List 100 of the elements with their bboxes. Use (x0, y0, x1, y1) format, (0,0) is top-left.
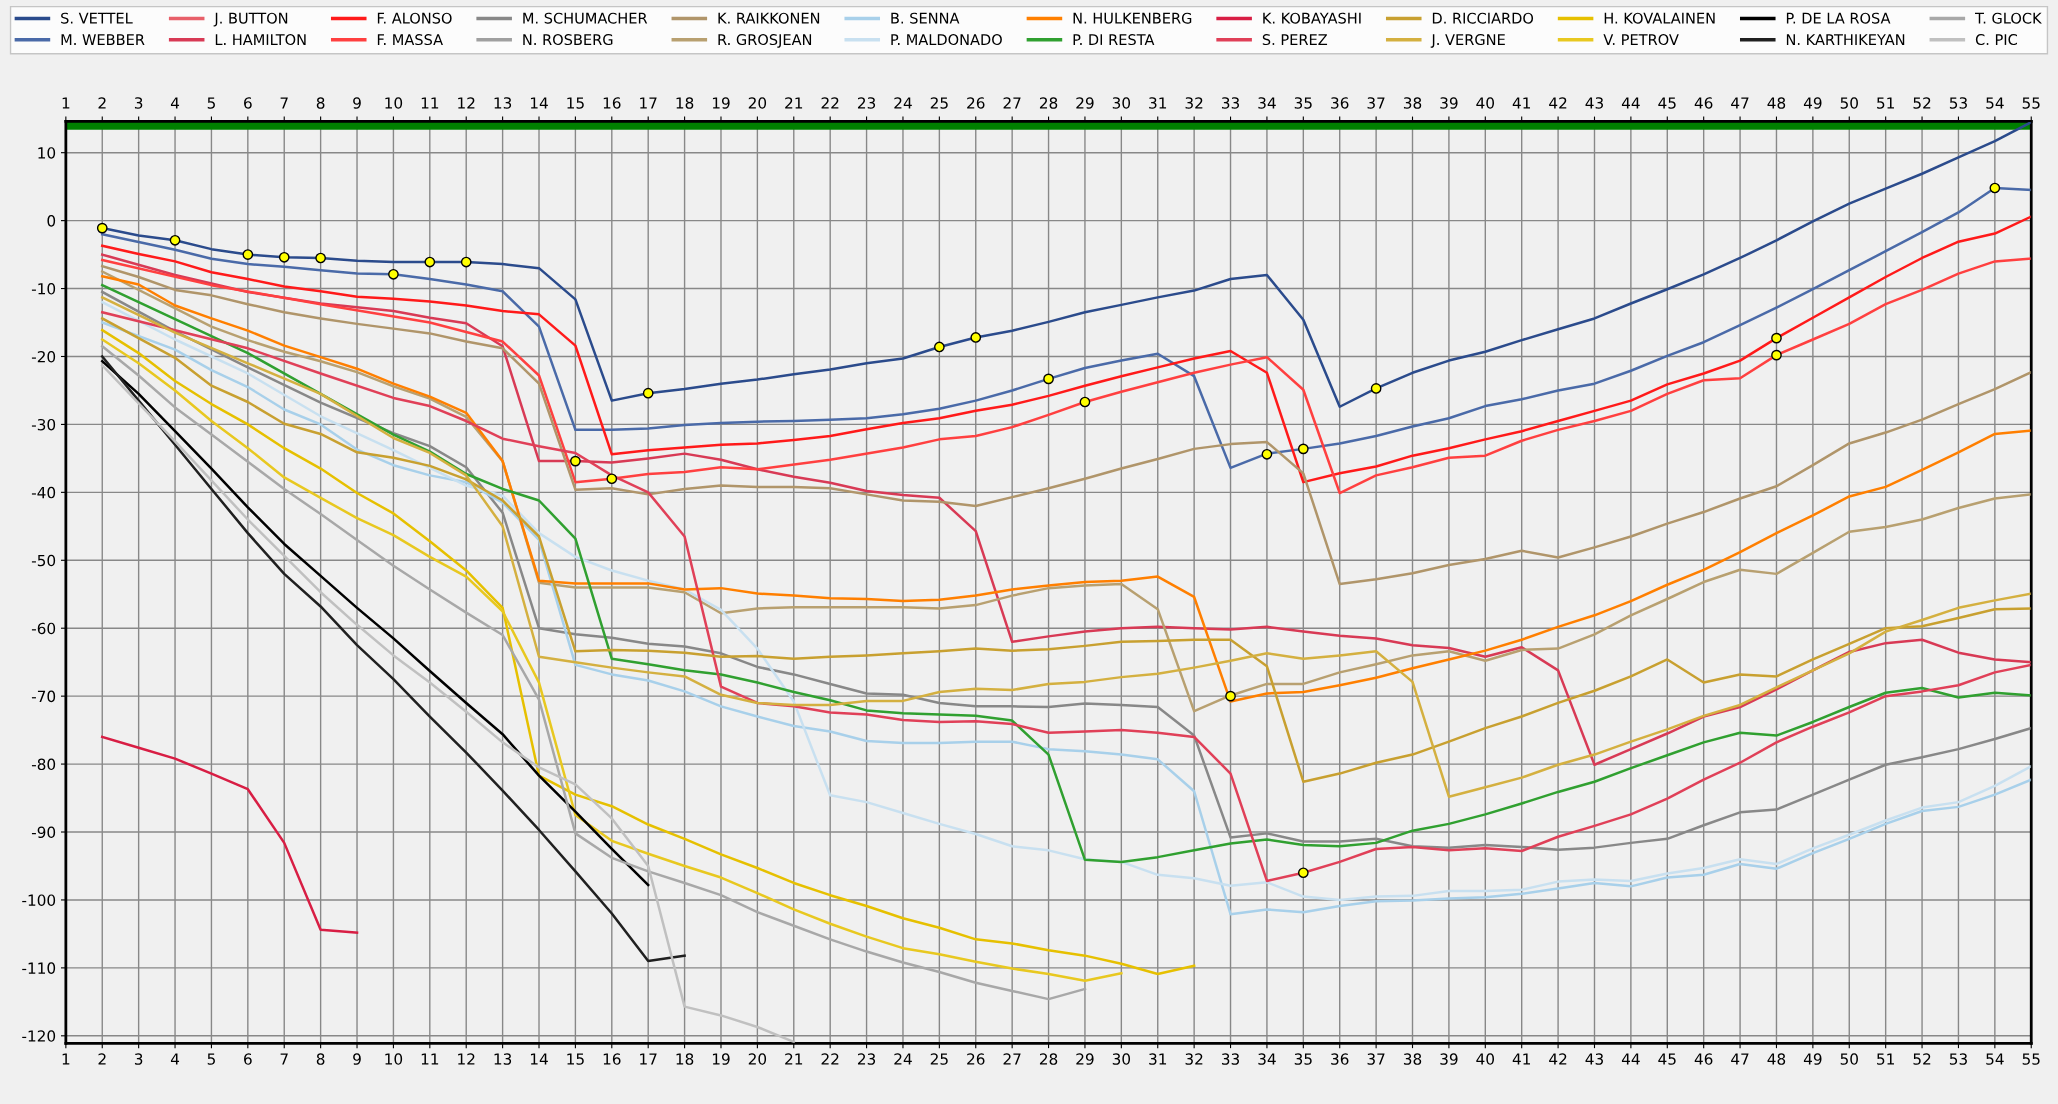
x2-tick-label: 17 (640, 97, 657, 109)
x2-tick-label: 21 (785, 97, 803, 109)
legend-label: P. DE LA ROSA (1786, 12, 1891, 24)
point (606, 473, 618, 485)
legend-label: D. RICCIARDO (1432, 12, 1534, 24)
legend-label: N. ROSBERG (523, 34, 613, 46)
x2-tick-label: 32 (1185, 97, 1203, 109)
x-tick-label: 10 (385, 1053, 403, 1065)
x-tick-label: 15 (567, 1053, 584, 1065)
y-tick-label: 0 (47, 215, 56, 227)
x-tick-label: 2 (98, 1053, 106, 1065)
x2-tick-label: 34 (1258, 97, 1276, 109)
x-tick-label: 46 (1694, 1053, 1713, 1065)
point (1297, 867, 1309, 879)
x2-tick-label: 6 (244, 97, 252, 109)
legend-label: K. RAIKKONEN (718, 12, 820, 24)
x2-tick-label: 42 (1549, 97, 1567, 109)
point (96, 222, 108, 234)
x-tick-label: 3 (134, 1053, 143, 1065)
x2-tick-label: 11 (421, 97, 439, 109)
x-tick-label: 29 (1076, 1053, 1094, 1065)
x2-tick-label: 19 (712, 97, 730, 109)
point (1225, 690, 1236, 702)
x2-tick-label: 35 (1294, 97, 1312, 109)
x-tick-label: 26 (967, 1053, 985, 1065)
x2-tick-label: 40 (1476, 97, 1495, 109)
x2-tick-label: 13 (494, 97, 512, 109)
x-tick-label: 4 (170, 1053, 180, 1065)
x-tick-label: 38 (1403, 1053, 1422, 1065)
y-tick-label: -50 (31, 554, 56, 567)
x-tick-label: 14 (530, 1053, 548, 1065)
x2-tick-label: 15 (567, 97, 584, 109)
y-tick-label: 10 (38, 147, 56, 159)
x2-tick-label: 20 (748, 97, 767, 109)
x-tick-label: 24 (894, 1053, 912, 1065)
point (460, 256, 472, 268)
x2-tick-label: 9 (353, 97, 361, 109)
x-tick-label: 37 (1367, 1053, 1385, 1065)
x-tick-label: 5 (207, 1053, 215, 1065)
x-tick-label: 55 (2022, 1053, 2040, 1065)
point (570, 455, 581, 467)
x-tick-label: 45 (1658, 1053, 1676, 1065)
x-tick-label: 1 (62, 1053, 70, 1065)
line-series (101, 364, 796, 1044)
x-tick-label: 36 (1331, 1053, 1349, 1065)
x-tick-label: 53 (1949, 1053, 1967, 1065)
x-tick-label: 19 (712, 1053, 730, 1065)
x2-tick-label: 54 (1986, 97, 2004, 109)
x2-tick-label: 51 (1877, 97, 1894, 109)
x-tick-label: 51 (1877, 1053, 1894, 1065)
legend-label: B. SENNA (891, 12, 960, 24)
x2-tick-label: 22 (821, 97, 839, 109)
x2-tick-label: 14 (530, 97, 548, 109)
point (934, 341, 945, 353)
x2-tick-label: 31 (1149, 97, 1167, 109)
x2-tick-label: 3 (134, 97, 143, 109)
x-tick-label: 41 (1512, 1053, 1531, 1065)
y-tick-label: -20 (31, 350, 56, 363)
point (242, 249, 254, 260)
x2-tick-label: 5 (207, 97, 215, 109)
x-tick-label: 31 (1149, 1053, 1167, 1065)
point (1771, 349, 1782, 361)
line-series (101, 359, 650, 887)
point (970, 332, 982, 343)
legend-label: F. ALONSO (377, 12, 452, 24)
y-tick-label: -10 (31, 283, 56, 295)
x2-tick-label: 16 (603, 97, 621, 109)
x2-tick-label: 4 (170, 97, 180, 109)
point (1771, 332, 1782, 344)
x-tick-label: 7 (280, 1053, 288, 1065)
x-tick-label: 35 (1294, 1053, 1312, 1065)
legend-label: K. KOBAYASHI (1263, 12, 1361, 24)
legend-label: L. HAMILTON (215, 34, 306, 46)
x-tick-label: 12 (458, 1053, 475, 1065)
x-tick-label: 54 (1986, 1053, 2004, 1065)
line-series (101, 735, 359, 934)
point (1079, 396, 1091, 408)
x-tick-label: 22 (821, 1053, 839, 1065)
line-series (101, 264, 2032, 586)
legend-label: S. PEREZ (1262, 34, 1328, 46)
x2-tick-label: 12 (458, 97, 475, 109)
point (1370, 383, 1382, 394)
y-tick-label: -110 (22, 962, 56, 974)
y-tick-label: -100 (22, 894, 56, 906)
line-series (101, 355, 686, 963)
x-tick-label: 33 (1221, 1053, 1240, 1065)
x-tick-label: 34 (1258, 1053, 1276, 1065)
x-tick-label: 32 (1185, 1053, 1203, 1065)
point (315, 252, 326, 264)
x2-tick-label: 25 (930, 97, 948, 109)
legend-label: F. MASSA (377, 34, 443, 46)
x2-tick-label: 46 (1694, 97, 1713, 109)
x2-tick-label: 38 (1403, 97, 1422, 109)
legend-label: P. MALDONADO (891, 34, 1002, 46)
legend-label: C. PIC (1975, 34, 2017, 46)
x-tick-label: 50 (1840, 1053, 1858, 1065)
x-tick-label: 6 (244, 1053, 252, 1065)
x2-tick-label: 27 (1003, 97, 1021, 109)
x-tick-label: 8 (316, 1053, 325, 1065)
x2-tick-label: 1 (62, 97, 70, 109)
